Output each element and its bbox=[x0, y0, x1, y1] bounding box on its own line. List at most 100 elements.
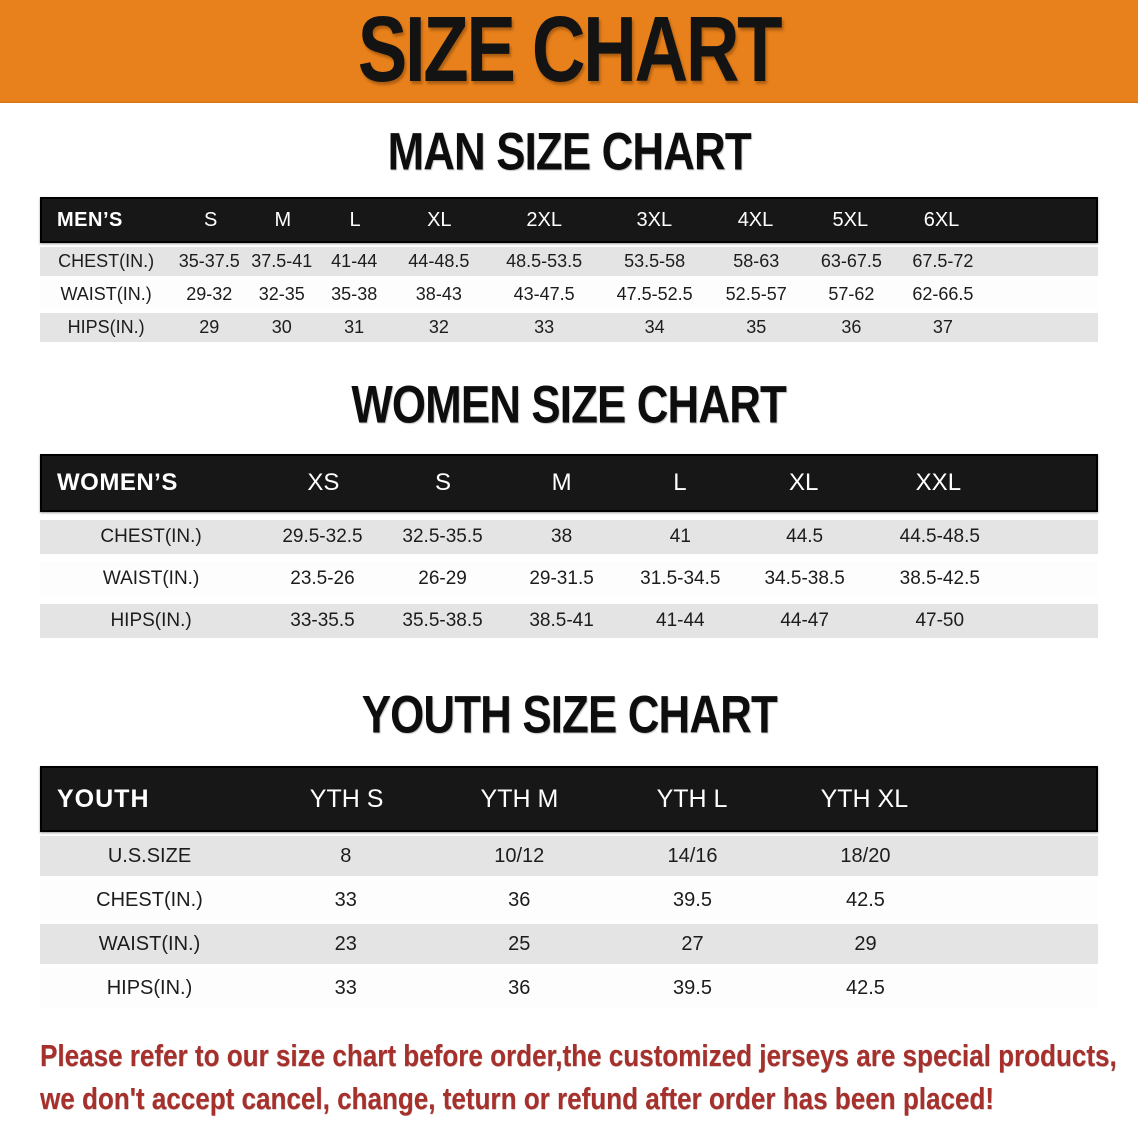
size-value: 29-31.5 bbox=[529, 568, 594, 589]
size-value: 32 bbox=[428, 317, 449, 337]
column-header: M bbox=[274, 208, 292, 231]
size-value: 48.5-53.5 bbox=[506, 251, 583, 271]
size-value: 47-50 bbox=[915, 610, 965, 631]
table-row: HIPS(IN.) 33 36 39.5 42.5 bbox=[40, 968, 1098, 1008]
size-value: 67.5-72 bbox=[912, 251, 974, 271]
size-chart-section-women: WOMEN SIZE CHART WOMEN’S XS S M L XL XXL CHEST(I… bbox=[0, 378, 1138, 638]
size-value: 41 bbox=[669, 526, 691, 547]
section-heading-text: MAN SIZE CHART bbox=[387, 121, 751, 182]
column-header: M bbox=[551, 469, 572, 496]
size-value: 33-35.5 bbox=[290, 610, 355, 631]
row-label: WAIST(IN.) bbox=[60, 284, 152, 304]
column-header: XL bbox=[789, 469, 819, 496]
size-value: 42.5 bbox=[845, 888, 885, 911]
size-value: 37 bbox=[932, 317, 953, 337]
column-header: XXL bbox=[915, 469, 962, 496]
size-value: 38.5-42.5 bbox=[899, 568, 980, 589]
size-value: 47.5-52.5 bbox=[616, 284, 693, 304]
size-value: 31.5-34.5 bbox=[640, 568, 721, 589]
size-value: 34 bbox=[644, 317, 665, 337]
banner: SIZE CHART bbox=[0, 0, 1138, 103]
table-header-row: YOUTH YTH S YTH M YTH L YTH XL bbox=[40, 766, 1098, 832]
size-value: 39.5 bbox=[673, 888, 712, 911]
size-value: 18/20 bbox=[840, 844, 891, 867]
table-row: HIPS(IN.) 29 30 31 32 33 34 35 36 37 bbox=[40, 313, 1098, 342]
footer-notice: Please refer to our size chart before or… bbox=[40, 1034, 1138, 1120]
size-value: 31 bbox=[344, 317, 365, 337]
row-label: WAIST(IN.) bbox=[98, 932, 201, 955]
row-label: HIPS(IN.) bbox=[67, 317, 145, 337]
banner-title: SIZE CHART bbox=[357, 0, 783, 101]
size-value: 37.5-41 bbox=[251, 251, 313, 271]
table-row: WAIST(IN.) 23.5-26 26-29 29-31.5 31.5-34.5 34… bbox=[40, 562, 1098, 596]
column-header: XS bbox=[307, 469, 340, 496]
table-title-cell: YOUTH bbox=[57, 784, 150, 813]
column-header: 3XL bbox=[636, 208, 673, 231]
size-chart-section-men: MAN SIZE CHART MEN’S S M L XL 2XL 3XL 4XL 5XL 6XL C… bbox=[0, 121, 1138, 342]
section-heading-text: YOUTH SIZE CHART bbox=[361, 684, 777, 745]
size-value: 35-37.5 bbox=[178, 251, 240, 271]
size-value: 38-43 bbox=[415, 284, 462, 304]
table-header-row: WOMEN’S XS S M L XL XXL bbox=[40, 454, 1098, 512]
row-label: CHEST(IN.) bbox=[58, 251, 155, 271]
column-header: S bbox=[435, 469, 452, 496]
size-value: 29 bbox=[854, 932, 877, 955]
size-value: 44.5 bbox=[786, 526, 824, 547]
size-value: 44-48.5 bbox=[408, 251, 470, 271]
table-row: CHEST(IN.) 33 36 39.5 42.5 bbox=[40, 880, 1098, 920]
size-value: 41-44 bbox=[331, 251, 378, 271]
column-header: YTH S bbox=[309, 784, 384, 813]
column-header: L bbox=[349, 208, 361, 231]
size-value: 29.5-32.5 bbox=[282, 526, 363, 547]
size-value: 32-35 bbox=[258, 284, 305, 304]
size-value: 58-63 bbox=[733, 251, 780, 271]
size-value: 29-32 bbox=[186, 284, 233, 304]
section-heading-youth: YOUTH SIZE CHART bbox=[0, 684, 1138, 745]
size-chart-section-youth: YOUTH SIZE CHART YOUTH YTH S YTH M YTH L YTH … bbox=[0, 684, 1138, 1008]
size-value: 42.5 bbox=[845, 976, 885, 999]
size-value: 29 bbox=[199, 317, 220, 337]
row-label: U.S.SIZE bbox=[107, 844, 192, 867]
size-value: 33 bbox=[334, 888, 357, 911]
size-value: 23.5-26 bbox=[290, 568, 355, 589]
size-value: 52.5-57 bbox=[725, 284, 787, 304]
size-value: 38 bbox=[551, 526, 573, 547]
column-header: YTH M bbox=[480, 784, 559, 813]
size-value: 38.5-41 bbox=[529, 610, 594, 631]
size-value: 33 bbox=[534, 317, 555, 337]
size-value: 63-67.5 bbox=[820, 251, 882, 271]
size-chart-sections: MAN SIZE CHART MEN’S S M L XL 2XL 3XL 4XL 5XL 6XL C… bbox=[0, 121, 1138, 1008]
row-label: HIPS(IN.) bbox=[110, 610, 192, 631]
table-row: CHEST(IN.) 29.5-32.5 32.5-35.5 38 41 44.5 44.5… bbox=[40, 520, 1098, 554]
column-header: 4XL bbox=[737, 208, 774, 231]
row-label: CHEST(IN.) bbox=[96, 888, 203, 911]
row-label: CHEST(IN.) bbox=[100, 526, 202, 547]
table-row: CHEST(IN.) 35-37.5 37.5-41 41-44 44-48.5 48.5… bbox=[40, 247, 1098, 276]
column-header: 6XL bbox=[923, 208, 960, 231]
column-header: YTH L bbox=[656, 784, 728, 813]
size-table-men: MEN’S S M L XL 2XL 3XL 4XL 5XL 6XL CHEST(IN.) 35-37… bbox=[40, 197, 1098, 342]
size-value: 53.5-58 bbox=[624, 251, 686, 271]
size-value: 44.5-48.5 bbox=[899, 526, 980, 547]
column-header: 5XL bbox=[832, 208, 869, 231]
table-row: U.S.SIZE 8 10/12 14/16 18/20 bbox=[40, 836, 1098, 876]
size-table-youth: YOUTH YTH S YTH M YTH L YTH XL U.S.SIZE 8 10/12… bbox=[40, 766, 1098, 1008]
size-value: 41-44 bbox=[656, 610, 705, 631]
section-heading-women: WOMEN SIZE CHART bbox=[0, 378, 1138, 431]
size-value: 33 bbox=[334, 976, 357, 999]
row-label: HIPS(IN.) bbox=[106, 976, 193, 999]
size-value: 35.5-38.5 bbox=[402, 610, 483, 631]
size-value: 39.5 bbox=[673, 976, 712, 999]
table-title-cell: WOMEN’S bbox=[57, 469, 178, 496]
size-value: 30 bbox=[271, 317, 292, 337]
size-value: 44-47 bbox=[780, 610, 829, 631]
column-header: S bbox=[203, 208, 218, 231]
table-row: HIPS(IN.) 33-35.5 35.5-38.5 38.5-41 41-44 44-… bbox=[40, 604, 1098, 638]
size-table-women: WOMEN’S XS S M L XL XXL CHEST(IN.) 29.5-32.5 32.5… bbox=[40, 454, 1098, 638]
size-value: 27 bbox=[681, 932, 704, 955]
size-value: 34.5-38.5 bbox=[764, 568, 845, 589]
size-value: 23 bbox=[334, 932, 357, 955]
size-value: 26-29 bbox=[418, 568, 467, 589]
notice-line-2: we don't accept cancel, change, teturn o… bbox=[40, 1081, 994, 1116]
